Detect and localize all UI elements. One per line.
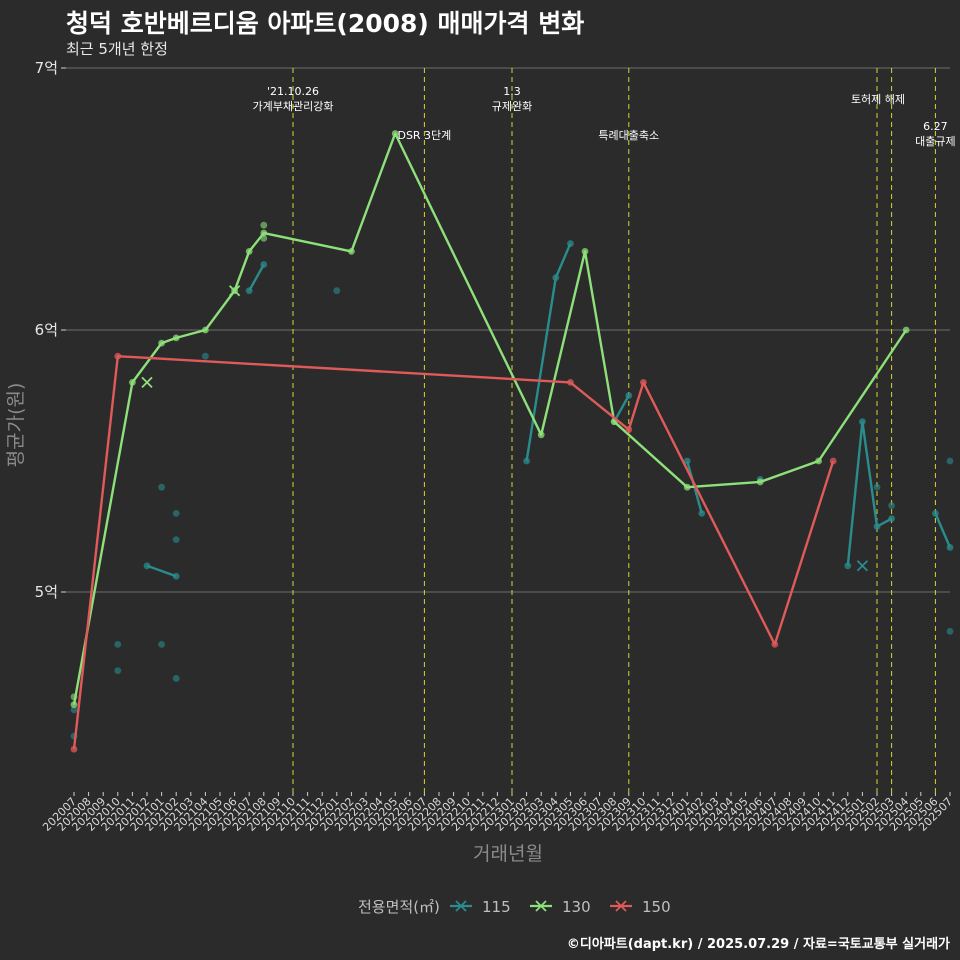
series-115-point [158,483,166,491]
series-130-point [172,334,180,342]
legend-title: 전용면적(㎡) [358,898,440,916]
series-115-point [114,667,122,674]
y-tick-label: 6억 [35,321,58,339]
event-label: 대출규제 [915,135,955,148]
series-115-point [567,240,574,247]
series-130-point [70,701,78,709]
legend-label: 150 [642,898,671,916]
series-130-cross [228,285,241,297]
series-115-point [172,536,180,543]
series-115-point [888,502,895,509]
series-150-point [829,457,837,465]
event-label: 특례대출축소 [598,129,659,142]
series-130-point [537,431,545,439]
series-115-point [172,675,180,682]
event-label: 토허제 해제 [851,92,905,106]
series-115-line [146,564,177,578]
legend-label: 115 [482,898,511,916]
series-130-point [260,229,268,237]
series-130-point [260,234,268,242]
series-115-point [873,523,881,530]
series-150-point [640,379,647,386]
event-label: '21.10.26 [267,85,319,98]
chart-title: 청덕 호반베르디움 아파트(2008) 매매가격 변화 [66,9,585,38]
x-axis-title: 거래년월 [473,843,543,865]
series-115-point [873,483,881,491]
series-115-point [946,627,954,635]
series-115-point [698,510,706,517]
series-115-point [333,287,341,295]
y-tick-label: 7억 [35,59,58,77]
series-130-point [815,457,822,465]
series-115-point [202,352,209,360]
event-label: 규제완화 [492,100,532,113]
series-115-cross [856,560,869,572]
series-115-point [114,641,122,648]
series-150-point [771,641,779,648]
series-130-point [260,221,268,229]
source-caption: ©디아파트(dapt.kr) / 2025.07.29 / 자료=국토교통부 실… [566,937,950,952]
legend-label: 130 [562,898,591,916]
series-130-point [756,478,764,486]
series-115-cross-mark [856,560,869,572]
series-130-point [129,379,136,386]
series-150-point [70,745,78,753]
event-label: 6.27 [923,120,948,133]
event-label: 1.3 [503,85,521,98]
series-130-point [391,130,399,137]
series-115-point [888,515,895,523]
series-115-point [625,392,633,399]
legend-key-cross [615,900,627,912]
series-115-point [158,641,166,648]
series-150-point [567,379,574,386]
series-115-point [859,418,866,426]
series-130-cross-mark [141,376,153,389]
series-115-point [70,706,78,714]
series-130-point [348,248,355,255]
series-115-line [613,394,630,423]
legend-key-cross [535,900,547,912]
series-115-point [946,457,954,465]
series-115-line [846,420,893,566]
series-115-point [683,457,691,465]
chart-subtitle: 최근 5개년 한정 [66,40,168,58]
series-130-point [245,248,253,255]
y-tick-label: 5억 [35,583,58,601]
series-150-line [72,355,835,750]
event-label: DSR 3단계 [397,129,451,142]
series-130-line [72,132,908,705]
series-130-point [202,326,209,334]
series-115-line [248,263,265,292]
series-130-cross-mark [228,285,241,297]
series-115-point [245,287,253,295]
legend-key-cross [455,900,467,912]
series-115-point [946,544,954,551]
series-115-point [844,562,852,570]
series-150-point [114,352,122,360]
series-150-point [625,426,633,433]
series-115-point [143,562,151,570]
series-130-point [70,693,78,701]
series-115-line [934,512,952,548]
series-130-point [683,483,691,491]
series-115-point [260,261,268,268]
series-130-point [902,326,910,334]
series-115-point [932,510,939,517]
event-label: 가계부채관리강화 [253,100,334,113]
series-115-point [172,510,180,517]
series-115-point [523,457,530,465]
series-115-line [525,243,572,462]
series-115-point [172,572,180,580]
y-axis-title: 평균가(원) [5,383,27,468]
series-130-cross [141,376,153,389]
series-115-point [552,274,560,281]
series-130-point [158,339,166,347]
series-130-point [581,248,589,255]
